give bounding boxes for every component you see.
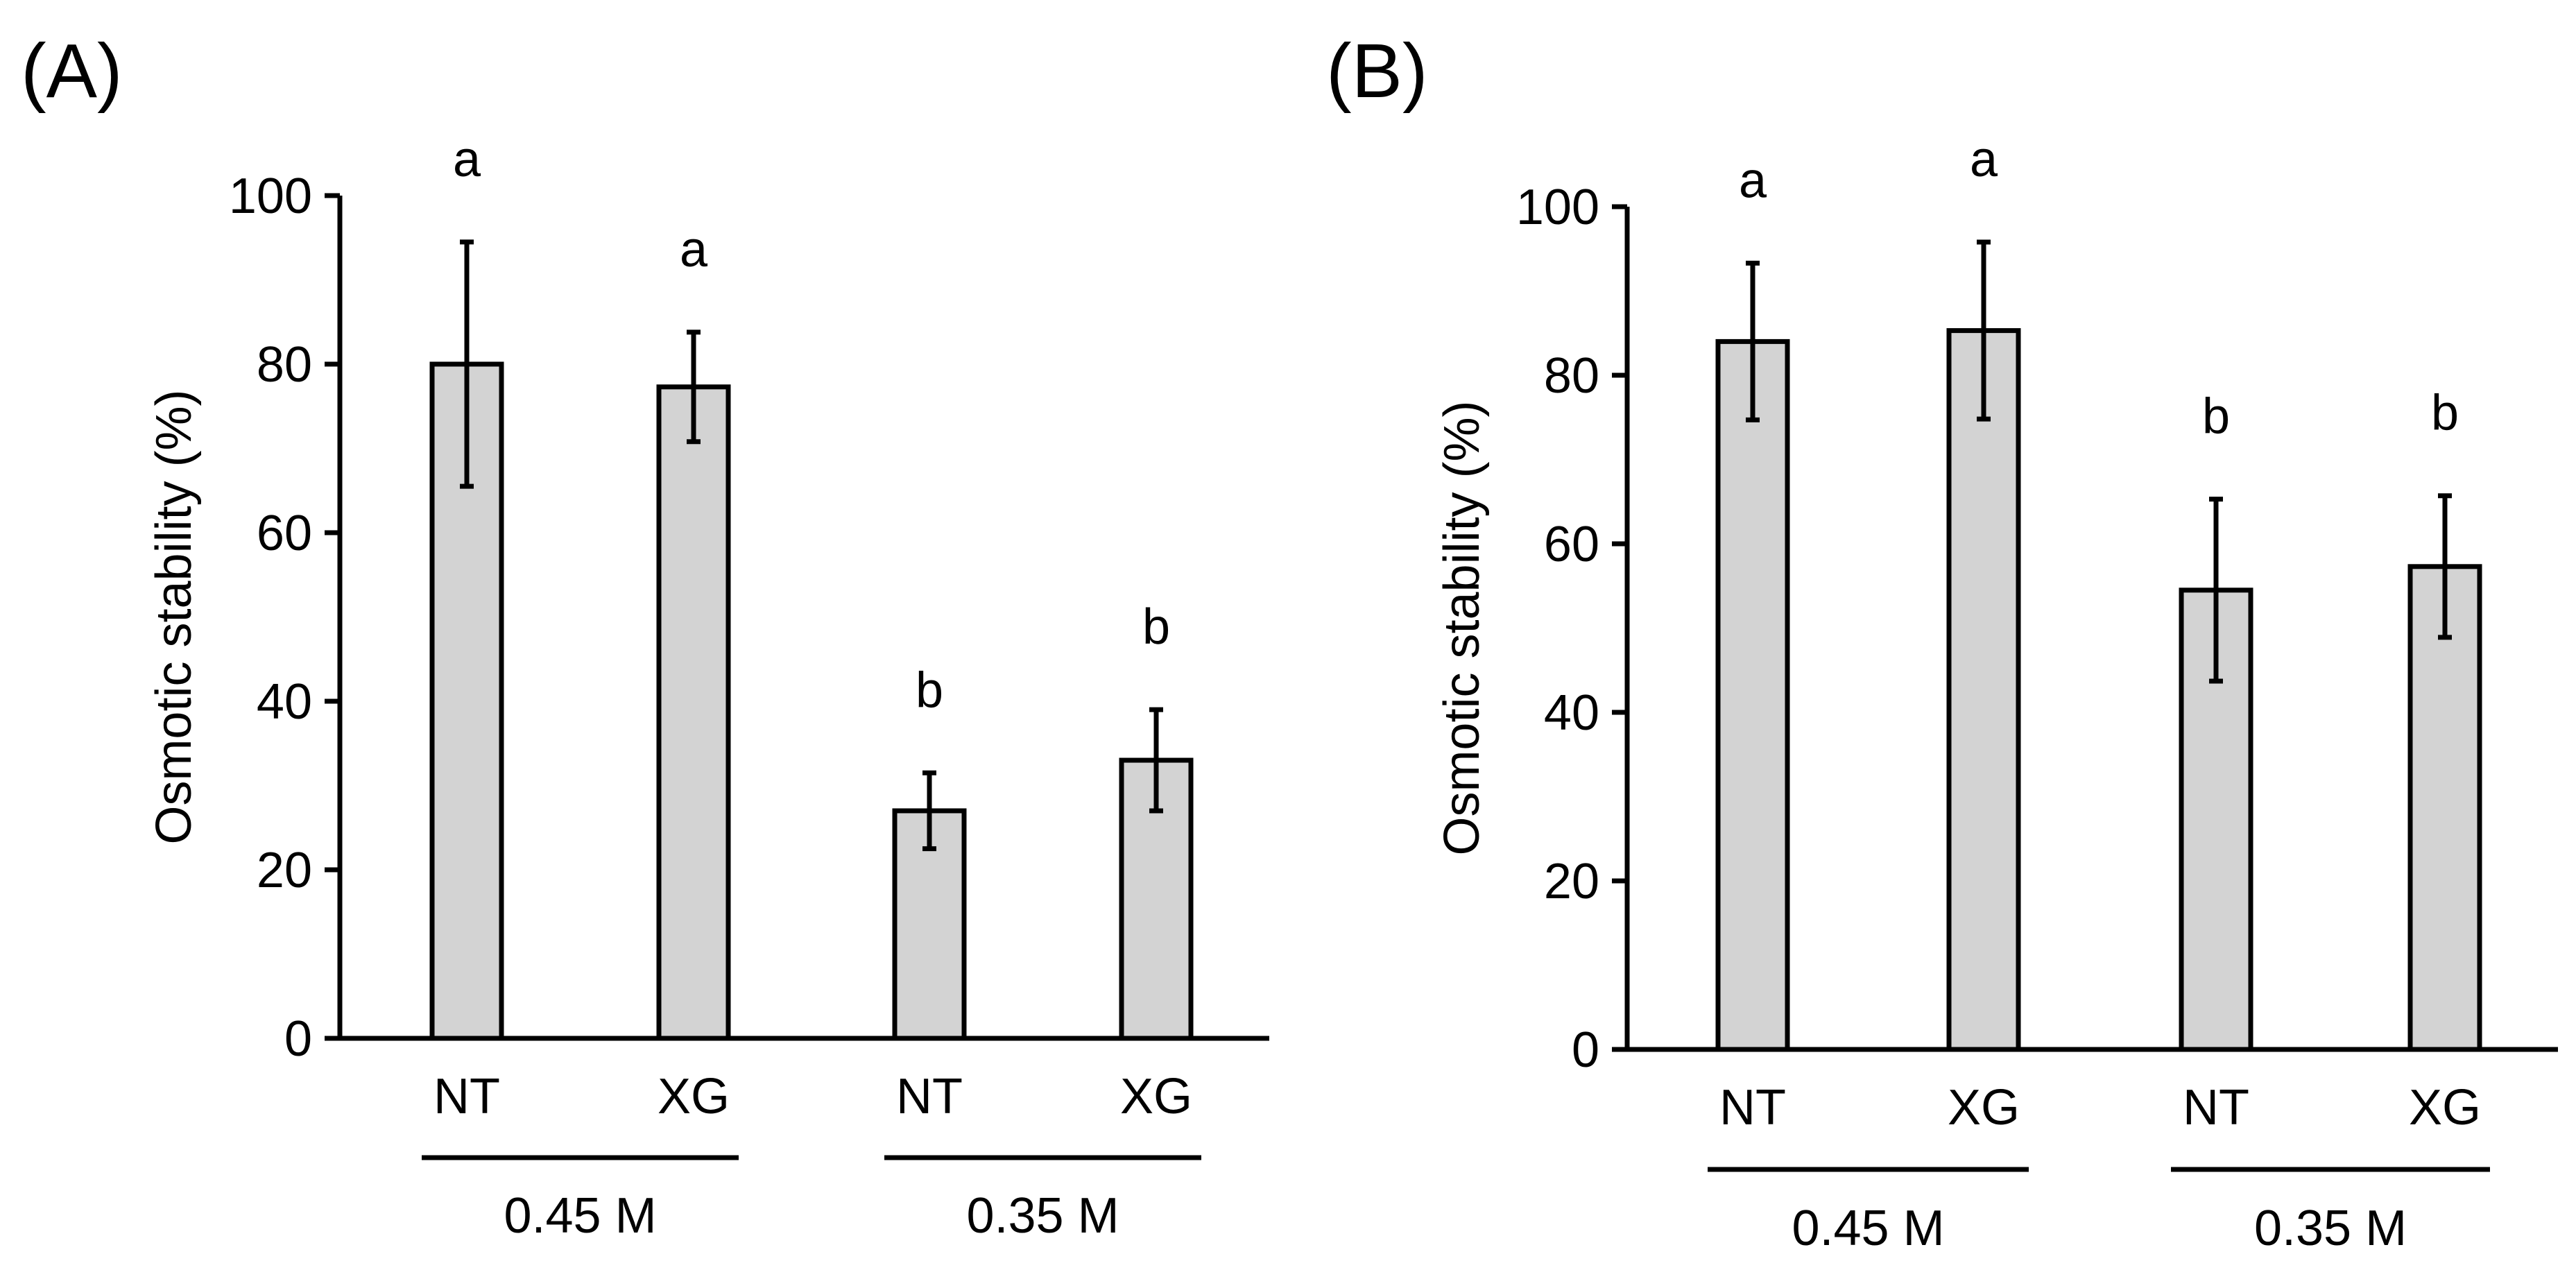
x-tick-label: XG bbox=[1948, 1080, 2020, 1135]
significance-letter: b bbox=[916, 662, 943, 718]
y-axis-label: Osmotic stability (%) bbox=[146, 389, 202, 844]
significance-letter: b bbox=[2202, 389, 2230, 445]
x-tick-label: XG bbox=[658, 1069, 730, 1124]
group-label: 0.45 M bbox=[504, 1188, 656, 1244]
x-tick-label: NT bbox=[1719, 1080, 1786, 1135]
panel-label: (A) bbox=[21, 28, 123, 114]
significance-letter: a bbox=[453, 132, 481, 187]
significance-letter: b bbox=[2431, 386, 2459, 441]
y-tick-label: 80 bbox=[1544, 348, 1599, 404]
group-label: 0.45 M bbox=[1792, 1201, 1944, 1256]
bar bbox=[1715, 338, 1790, 1052]
y-tick-label: 20 bbox=[257, 843, 312, 898]
group-label: 0.35 M bbox=[966, 1188, 1119, 1244]
y-tick-label: 40 bbox=[1544, 685, 1599, 741]
y-tick-label: 0 bbox=[1572, 1022, 1599, 1078]
chart-panel-a: (A) Osmotic stability (%) 0 20 40 60 80 100 a NT a… bbox=[21, 28, 1269, 1244]
x-tick-label: NT bbox=[2183, 1080, 2249, 1135]
bar bbox=[1946, 328, 2021, 1052]
y-tick-label: 0 bbox=[284, 1011, 312, 1067]
x-tick-label: NT bbox=[896, 1069, 963, 1124]
group-label: 0.35 M bbox=[2254, 1201, 2407, 1256]
x-tick-label: XG bbox=[1120, 1069, 1192, 1124]
y-tick-label: 20 bbox=[1544, 854, 1599, 909]
chart-panel-b: (B) Osmotic stability (%) 0 20 40 60 80 100 a NT a… bbox=[1326, 28, 2558, 1256]
panel-label: (B) bbox=[1326, 28, 1428, 114]
y-axis-label: Osmotic stability (%) bbox=[1434, 400, 1490, 855]
significance-letter: a bbox=[1970, 132, 1998, 187]
x-tick-label: NT bbox=[433, 1069, 500, 1124]
y-tick-label: 60 bbox=[1544, 517, 1599, 572]
significance-letter: a bbox=[1739, 153, 1767, 208]
bar bbox=[656, 384, 731, 1041]
y-tick-label: 100 bbox=[1516, 180, 1599, 235]
y-tick-label: 60 bbox=[257, 506, 312, 561]
y-tick-label: 100 bbox=[229, 169, 312, 224]
y-tick-label: 40 bbox=[257, 674, 312, 730]
y-tick-label: 80 bbox=[257, 337, 312, 393]
significance-letter: b bbox=[1142, 599, 1170, 655]
significance-letter: a bbox=[680, 222, 708, 277]
x-tick-label: XG bbox=[2409, 1080, 2481, 1135]
